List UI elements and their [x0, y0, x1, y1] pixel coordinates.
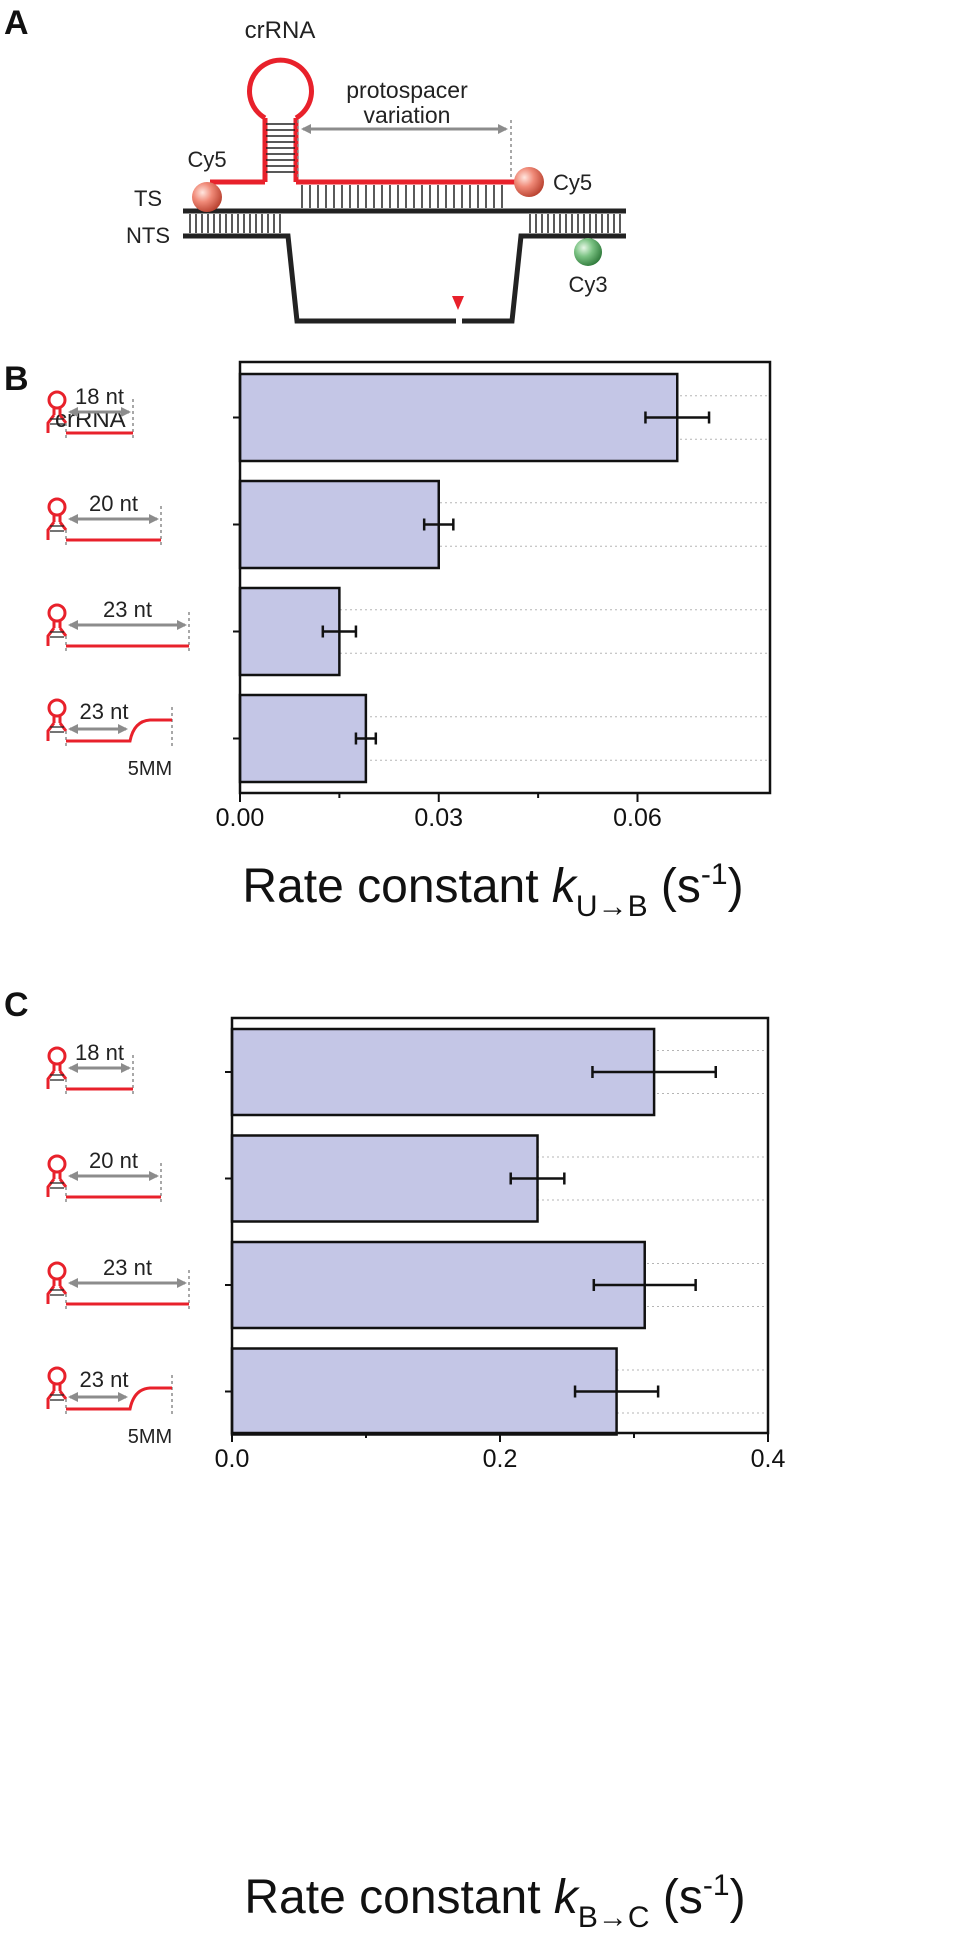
bar: [238, 693, 368, 784]
construct-icon: 23 nt 5MM: [46, 698, 173, 780]
panel-letter-c: C: [4, 986, 29, 1024]
bar: [230, 1240, 646, 1330]
cy5-dye-left: [192, 182, 222, 212]
panel-b: B crRNA 18 nt 20 nt 23 nt 23 nt 5MM 0.00 0.03…: [4, 360, 772, 923]
panel-letter-b: B: [4, 360, 29, 398]
protospacer-label-1: protospacer: [346, 77, 468, 103]
icon-stem: [46, 1383, 68, 1409]
icon-length-label: 23 nt: [80, 699, 129, 724]
icon-length-label: 23 nt: [103, 597, 152, 622]
x-tick-label: 0.03: [414, 804, 463, 832]
icon-mismatch-label: 5MM: [128, 758, 172, 780]
protospacer-label-2: variation: [364, 102, 451, 128]
icon-stem-rungs: [50, 726, 64, 733]
icon-mismatch-label: 5MM: [128, 1426, 172, 1448]
crrna-column-header: crRNA: [55, 406, 126, 433]
cy3-label: Cy3: [568, 272, 607, 297]
icon-spacer-mismatch: [66, 1386, 172, 1411]
panel-c: C 18 nt 20 nt 23 nt 23 nt 5MM 0.0 0.2 0.4 Rate …: [4, 986, 785, 1934]
ts-label: TS: [134, 186, 162, 211]
icon-hairpin-loop: [47, 603, 67, 623]
construct-icon: 18 nt: [46, 1040, 134, 1097]
cy5-left-label: Cy5: [187, 147, 226, 172]
x-tick-label: 0.4: [751, 1445, 786, 1473]
icon-stem-rungs: [50, 1394, 64, 1401]
panel-a: A crRNA protospacer variation TS NTS Cy5…: [4, 4, 626, 324]
icon-stem: [46, 1063, 68, 1089]
panel-letter-a: A: [4, 4, 29, 42]
construct-icons-b: 18 nt 20 nt 23 nt 23 nt 5MM: [46, 384, 190, 780]
x-tick-label: 0.00: [216, 804, 265, 832]
icon-stem: [46, 620, 68, 646]
crrna-label: crRNA: [245, 17, 316, 44]
icon-stem-rungs: [50, 1182, 64, 1189]
construct-icon: 18 nt: [46, 384, 134, 441]
bar: [230, 1347, 618, 1436]
icon-hairpin-loop: [47, 497, 67, 517]
cleavage-site-marker: [452, 296, 464, 310]
icon-length-label: 23 nt: [80, 1367, 129, 1392]
rna-dna-base-pairs: [301, 185, 503, 208]
construct-icon: 20 nt: [46, 491, 162, 548]
construct-icon: 23 nt: [46, 597, 190, 654]
construct-icon: 20 nt: [46, 1148, 162, 1205]
icon-hairpin-loop: [47, 1366, 67, 1386]
icon-stem-rungs: [50, 525, 64, 532]
x-tick-label: 0.06: [613, 804, 662, 832]
icon-stem-rungs: [50, 418, 64, 425]
bar: [230, 1027, 656, 1117]
icon-stem-rungs: [50, 1074, 64, 1081]
icon-stem: [46, 715, 68, 741]
hairpin-loop: [247, 57, 314, 121]
icon-stem: [46, 1278, 68, 1304]
icon-hairpin-loop: [47, 1154, 67, 1174]
icon-spacer-mismatch: [66, 718, 172, 743]
icon-stem-rungs: [50, 631, 64, 638]
stem-base-pairs: [266, 123, 295, 173]
x-axis-title: Rate constant kB→C (s-1): [244, 1869, 745, 1934]
dna-base-pairs: [189, 214, 621, 233]
construct-icons-c: 18 nt 20 nt 23 nt 23 nt 5MM: [46, 1040, 190, 1448]
cy5-right-label: Cy5: [553, 170, 592, 195]
rate-chart-c: 0.0 0.2 0.4 Rate constant kB→C (s-1): [215, 1016, 786, 1934]
icon-length-label: 23 nt: [103, 1255, 152, 1280]
nts-label: NTS: [126, 223, 170, 248]
icon-length-label: 18 nt: [75, 1040, 124, 1065]
icon-length-label: 18 nt: [75, 384, 124, 409]
bar: [238, 479, 440, 570]
construct-icon: 23 nt: [46, 1255, 190, 1312]
x-axis-title: Rate constant kU→B (s-1): [242, 858, 743, 923]
icon-stem: [46, 1171, 68, 1197]
bar: [230, 1134, 539, 1223]
rate-chart-b: 0.00 0.03 0.06 Rate constant kU→B (s-1): [216, 360, 772, 923]
construct-icon: 23 nt 5MM: [46, 1366, 173, 1448]
icon-stem-rungs: [50, 1289, 64, 1296]
crrna-hairpin: [210, 57, 515, 185]
cy5-dye-right: [514, 167, 544, 197]
icon-stem: [46, 514, 68, 540]
icon-hairpin-loop: [47, 1261, 67, 1281]
bar: [238, 372, 679, 463]
x-tick-label: 0.0: [215, 1445, 250, 1473]
icon-length-label: 20 nt: [89, 491, 138, 516]
non-target-strand: [183, 233, 626, 324]
cy3-dye: [574, 238, 602, 266]
icon-length-label: 20 nt: [89, 1148, 138, 1173]
icon-hairpin-loop: [47, 698, 67, 718]
icon-stem: [46, 407, 68, 433]
plot-frame: [238, 360, 772, 795]
x-tick-label: 0.2: [483, 1445, 518, 1473]
icon-hairpin-loop: [47, 390, 67, 410]
icon-hairpin-loop: [47, 1046, 67, 1066]
